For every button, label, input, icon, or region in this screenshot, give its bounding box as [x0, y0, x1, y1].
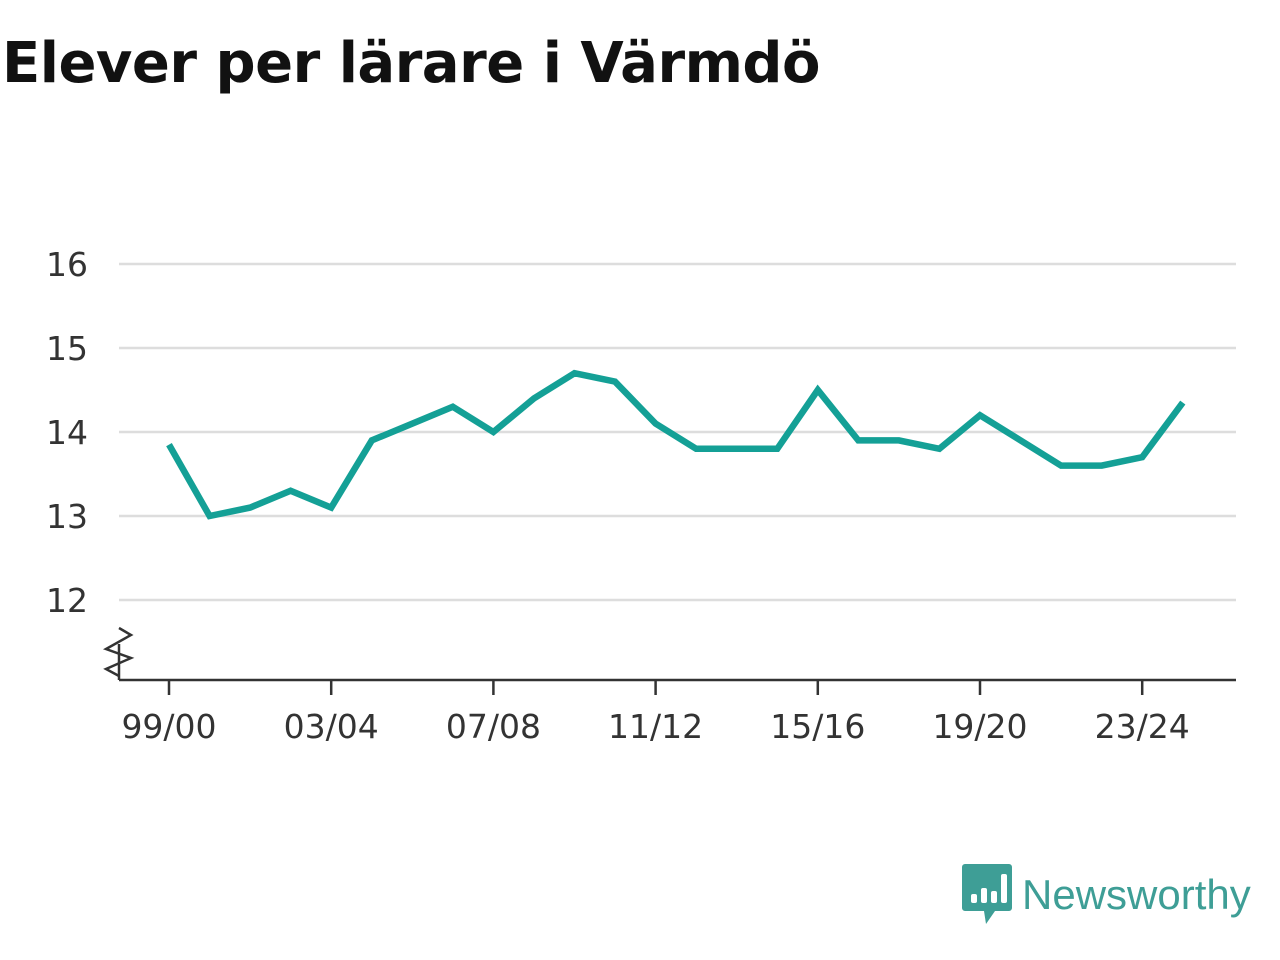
x-axis — [102, 626, 1236, 682]
x-tick-label-15-16: 15/16 — [770, 707, 865, 746]
x-tick-label-07-08: 07/08 — [446, 707, 541, 746]
y-axis-tick-labels: 12 13 14 15 16 — [46, 245, 88, 620]
gridlines — [119, 262, 1236, 602]
x-tick-label-03-04: 03/04 — [284, 707, 379, 746]
y-tick-label-12: 12 — [46, 581, 88, 620]
x-tick-label-23-24: 23/24 — [1095, 707, 1190, 746]
x-tick-label-11-12: 11/12 — [608, 707, 703, 746]
y-axis-break-icon — [102, 626, 135, 678]
x-axis-ticks: 99/00 03/04 07/08 11/12 15/16 19/20 23/24 — [121, 680, 1190, 746]
newsworthy-logo-icon — [962, 864, 1012, 924]
x-tick-label-19-20: 19/20 — [932, 707, 1027, 746]
series-lines — [166, 369, 1186, 520]
y-tick-label-14: 14 — [46, 413, 88, 452]
series-line-0 — [166, 369, 1186, 520]
brand-name: Newsworthy — [1022, 871, 1251, 918]
y-tick-label-13: 13 — [46, 497, 88, 536]
chart-title: Elever per lärare i Värmdö — [2, 31, 820, 96]
y-tick-label-16: 16 — [46, 245, 88, 284]
y-tick-label-15: 15 — [46, 329, 88, 368]
x-tick-label-99-00: 99/00 — [121, 707, 216, 746]
brand-logo: Newsworthy — [962, 862, 1251, 928]
